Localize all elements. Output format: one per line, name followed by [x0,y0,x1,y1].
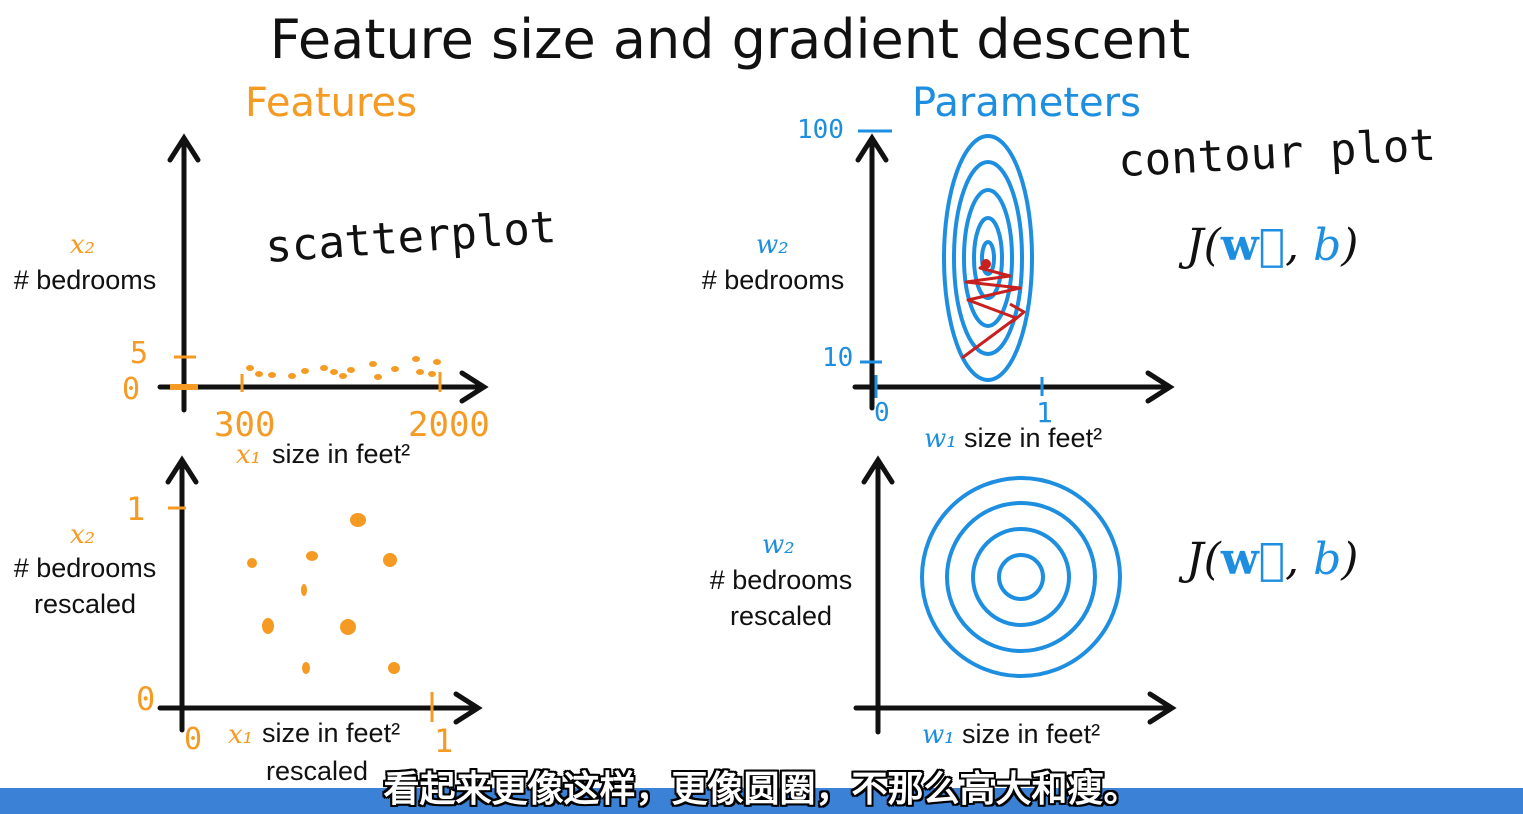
scatter-point [301,584,307,596]
top-left-x-arrow [459,370,489,404]
bottom-left-y-tick-0: 0 [136,680,156,718]
scatter-point [340,619,356,635]
bottom-right-x-arrow [1147,691,1177,725]
scatter-point [433,359,441,365]
bottom-right-x-label: size in feet² [962,719,1101,749]
bottom-right-y-label: # bedrooms rescaled [698,562,864,635]
scatter-point [255,371,263,377]
scatter-point [306,551,318,561]
scatter-point [330,369,338,375]
bottom-left-y-var: x₂ [70,520,96,550]
cost-sep: , [1285,220,1314,271]
bottom-left-x-arrow [453,691,483,725]
cost-end: ) [1341,220,1359,271]
bottom-left-x-var: x₁ [228,720,254,750]
top-left-x-label: size in feet² [272,439,411,469]
scatter-point [288,373,296,379]
bottom-left-x-label2: rescaled [266,756,369,786]
top-right-x-tick-1: 1 [1036,396,1053,429]
cost-j: J( [1186,534,1221,585]
top-right-y-tick-100: 100 [797,115,844,145]
bottom-left-y-arrow [165,455,199,485]
bottom-left-x-label: size in feet² [262,718,401,748]
top-left-x-tick-300: 300 [214,405,276,445]
scatter-point [391,366,399,372]
top-right-x-label: size in feet² [964,423,1103,453]
bottom-left-scatter [247,513,400,674]
cost-w-vector: w⃗ [1220,534,1286,585]
video-progress-bar[interactable] [0,788,1523,814]
bottom-left-y-label-line2: rescaled [33,589,137,620]
top-right-x-arrow [1145,370,1175,404]
top-right-x-var: w₁ [924,424,957,454]
scatter-point [246,365,254,371]
cost-j: J( [1186,220,1221,271]
top-left-y-tick-5: 5 [130,336,149,371]
top-left-axes [157,133,489,413]
scatter-point [428,371,436,377]
top-right-y-var: w₂ [756,230,789,260]
top-left-ticks [170,355,442,392]
scatter-point [416,369,424,375]
scatter-point [320,365,328,371]
bottom-left-ticks [168,506,434,722]
scatter-point [262,618,274,634]
top-right-y-arrow [855,133,889,163]
scatter-point [388,662,400,674]
features-heading: Features [245,80,417,126]
top-left-scatter [246,356,441,380]
top-right-y-label: # bedrooms [701,265,845,295]
bottom-right-y-label-line2: rescaled [729,601,833,632]
cost-end: ) [1341,534,1359,585]
bottom-left-y-label-line1: # bedrooms [13,553,157,583]
bottom-right-axes [853,455,1177,735]
top-left-y-tick-0: 0 [122,372,141,407]
cost-b: b [1313,220,1342,271]
bottom-right-contours [920,476,1122,678]
subtitle-caption: 看起来更像这样，更像圆圈，不那么高大和瘦。 [383,769,1140,810]
scatter-point [301,368,309,374]
page-title: Feature size and gradient descent [269,8,1191,71]
top-right-y-tick-10: 10 [822,343,854,373]
parameters-heading: Parameters [912,80,1141,126]
gradient-descent-path [961,259,1026,360]
bottom-right-x-var: w₁ [922,720,955,750]
top-left-x-tick-2000: 2000 [408,405,490,445]
top-left-y-var: x₂ [70,230,96,260]
bottom-right-y-label-line1: # bedrooms [709,565,853,595]
bottom-left-y-tick-1: 1 [126,490,146,528]
top-left-x-var: x₁ [236,440,262,470]
cost-sep: , [1285,534,1314,585]
scatter-point [412,356,420,362]
scatter-point [350,513,366,527]
top-right-x-tick-0: 0 [874,398,890,428]
bottom-right-cost-function: J(w⃗, b) [1186,534,1358,585]
top-right-cost-function: J(w⃗, b) [1186,220,1358,271]
scatter-point [347,367,355,373]
top-right-contours [942,134,1034,382]
bottom-left-x-tick-1: 1 [434,722,454,760]
bottom-right-y-arrow [861,455,895,485]
top-left-y-label: # bedrooms [13,265,157,295]
scatter-point [302,662,310,674]
bottom-left-y-label: # bedrooms rescaled [2,550,168,623]
bottom-left-axes [157,455,483,733]
scatter-point [268,372,276,378]
top-left-y-arrow [167,133,201,163]
bottom-right-y-var: w₂ [762,530,795,560]
bottom-left-x-tick-0: 0 [184,722,203,757]
scatter-point [339,373,347,379]
scatter-point [247,558,257,568]
top-right-ticks [858,129,1044,398]
cost-w-vector: w⃗ [1220,220,1286,271]
scatter-point [369,361,377,367]
scatter-point [383,553,397,567]
scatter-point [374,374,382,380]
cost-b: b [1313,534,1342,585]
